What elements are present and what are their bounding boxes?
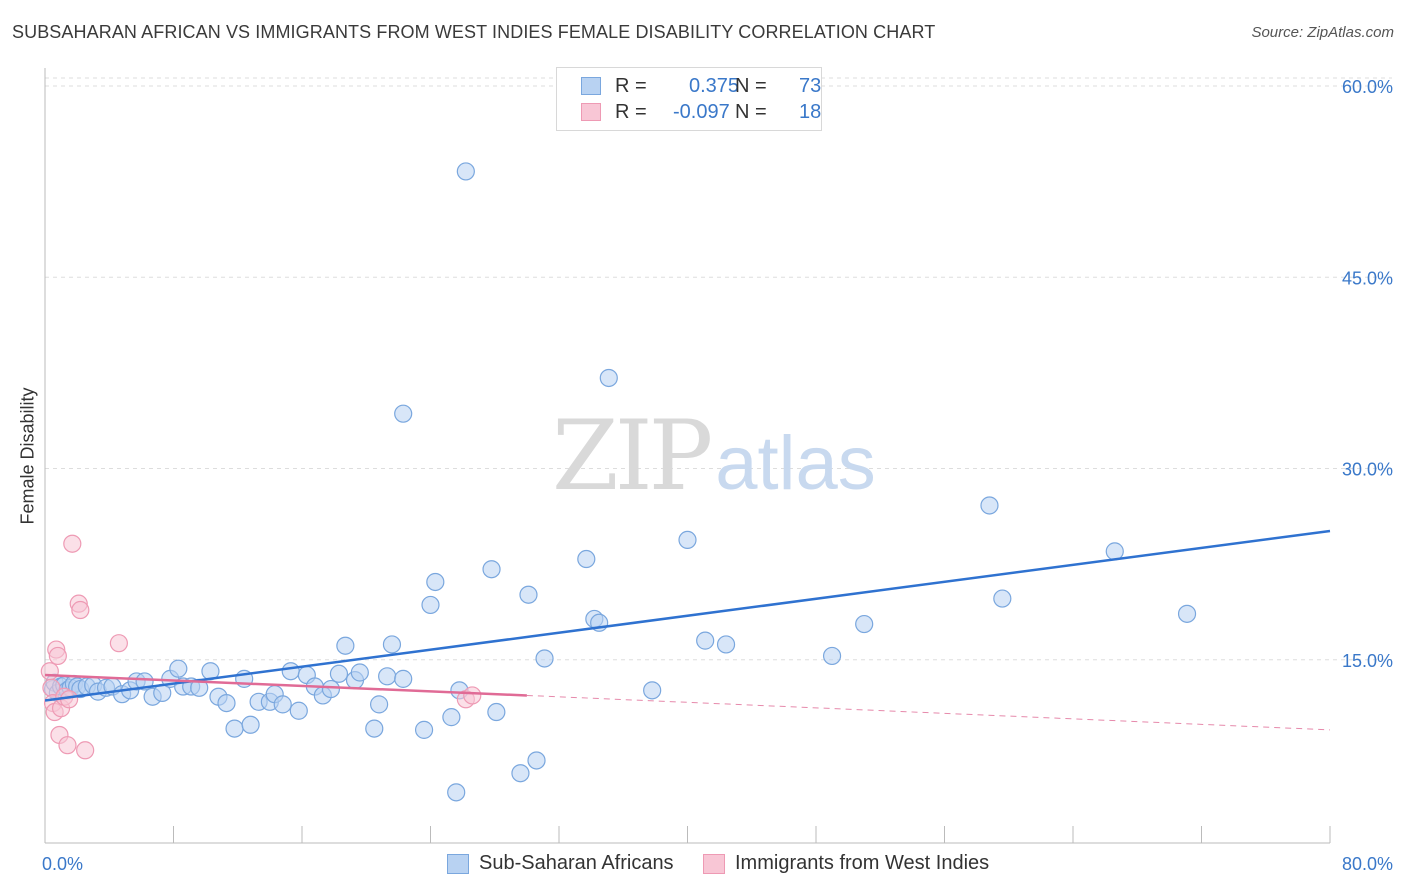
legend-n-value: 18	[799, 101, 822, 123]
legend-r-label: R =	[615, 75, 647, 97]
data-point-sub-saharan	[643, 681, 662, 700]
y-tick-label: 60.0%	[1342, 77, 1393, 97]
watermark-atlas: atlas	[715, 421, 876, 506]
data-point-sub-saharan	[426, 572, 445, 592]
data-point-sub-saharan	[273, 695, 292, 714]
watermark-zip: ZIP	[552, 400, 713, 512]
y-tick-label: 30.0%	[1342, 460, 1393, 480]
data-point-sub-saharan	[336, 636, 355, 655]
watermark: ZIPatlas	[552, 400, 876, 512]
data-point-sub-saharan	[535, 649, 554, 668]
data-point-sub-saharan	[382, 635, 402, 654]
data-point-sub-saharan	[519, 585, 538, 604]
data-point-sub-saharan	[217, 693, 236, 713]
data-point-sub-saharan	[993, 589, 1012, 608]
data-point-sub-saharan	[321, 679, 341, 699]
data-point-sub-saharan	[487, 702, 506, 722]
data-point-sub-saharan	[394, 404, 413, 423]
data-point-sub-saharan	[599, 368, 618, 388]
data-point-sub-saharan	[1105, 542, 1124, 561]
legend-n-value: 73	[799, 75, 822, 97]
data-point-west-indies	[63, 534, 82, 553]
legend-n-label: N =	[735, 75, 767, 97]
data-point-sub-saharan	[370, 695, 389, 714]
data-point-west-indies	[48, 646, 67, 666]
legend-swatch-blue	[581, 77, 601, 95]
y-tick-label: 15.0%	[1342, 651, 1393, 671]
data-point-sub-saharan	[225, 719, 244, 738]
data-point-sub-saharan	[378, 667, 397, 686]
data-point-sub-saharan	[447, 783, 466, 802]
bottom-legend-swatch-pink	[703, 854, 725, 874]
data-point-sub-saharan	[414, 720, 434, 739]
data-point-west-indies	[40, 662, 59, 681]
source-credit: Source: ZipAtlas.com	[1251, 24, 1394, 41]
data-point-sub-saharan	[678, 530, 697, 550]
data-point-sub-saharan	[241, 715, 260, 734]
data-point-west-indies	[109, 634, 128, 653]
data-point-sub-saharan	[482, 560, 501, 579]
data-point-west-indies	[71, 600, 90, 620]
legend-swatch-pink	[581, 103, 601, 121]
legend-n-label: N =	[735, 101, 767, 123]
data-point-sub-saharan	[980, 496, 999, 515]
data-point-sub-saharan	[281, 662, 300, 681]
bottom-legend-swatch-blue	[447, 854, 469, 874]
data-point-west-indies	[463, 686, 482, 705]
x-tick-label: 0.0%	[42, 854, 83, 874]
chart-title: SUBSAHARAN AFRICAN VS IMMIGRANTS FROM WE…	[12, 22, 936, 42]
data-point-sub-saharan	[350, 663, 369, 682]
y-axis-label: Female Disability	[17, 387, 38, 525]
bottom-legend-label: Sub-Saharan Africans	[479, 852, 674, 874]
data-point-sub-saharan	[169, 659, 188, 678]
data-point-sub-saharan	[716, 635, 736, 654]
y-tick-label: 45.0%	[1342, 268, 1393, 288]
data-point-sub-saharan	[511, 764, 530, 783]
data-point-sub-saharan	[822, 646, 842, 666]
data-point-sub-saharan	[577, 549, 596, 569]
data-point-sub-saharan	[855, 614, 874, 634]
data-point-sub-saharan	[527, 751, 546, 770]
data-point-sub-saharan	[289, 701, 308, 720]
data-point-sub-saharan	[696, 631, 715, 650]
bottom-legend-label: Immigrants from West Indies	[735, 852, 990, 874]
trend-line-west-indies	[44, 673, 527, 697]
correlation-legend: R = 0.375 N = 73 R = -0.097 N = 18	[556, 67, 822, 131]
data-point-sub-saharan	[394, 669, 413, 688]
data-point-west-indies	[58, 736, 77, 755]
data-point-sub-saharan	[329, 664, 349, 683]
data-point-sub-saharan	[442, 708, 461, 727]
data-point-sub-saharan	[421, 595, 440, 615]
legend-r-label: R =	[615, 101, 647, 123]
trend-line-west-indies-extension	[526, 694, 1331, 731]
data-point-west-indies	[76, 741, 95, 760]
legend-r-value: 0.375	[689, 75, 740, 97]
trend-line-sub-saharan	[44, 529, 1331, 702]
x-tick-label: 80.0%	[1342, 854, 1393, 874]
data-point-sub-saharan	[365, 719, 384, 738]
data-point-sub-saharan	[1177, 604, 1197, 623]
legend-r-value: -0.097	[673, 101, 730, 123]
data-point-sub-saharan	[456, 162, 475, 181]
